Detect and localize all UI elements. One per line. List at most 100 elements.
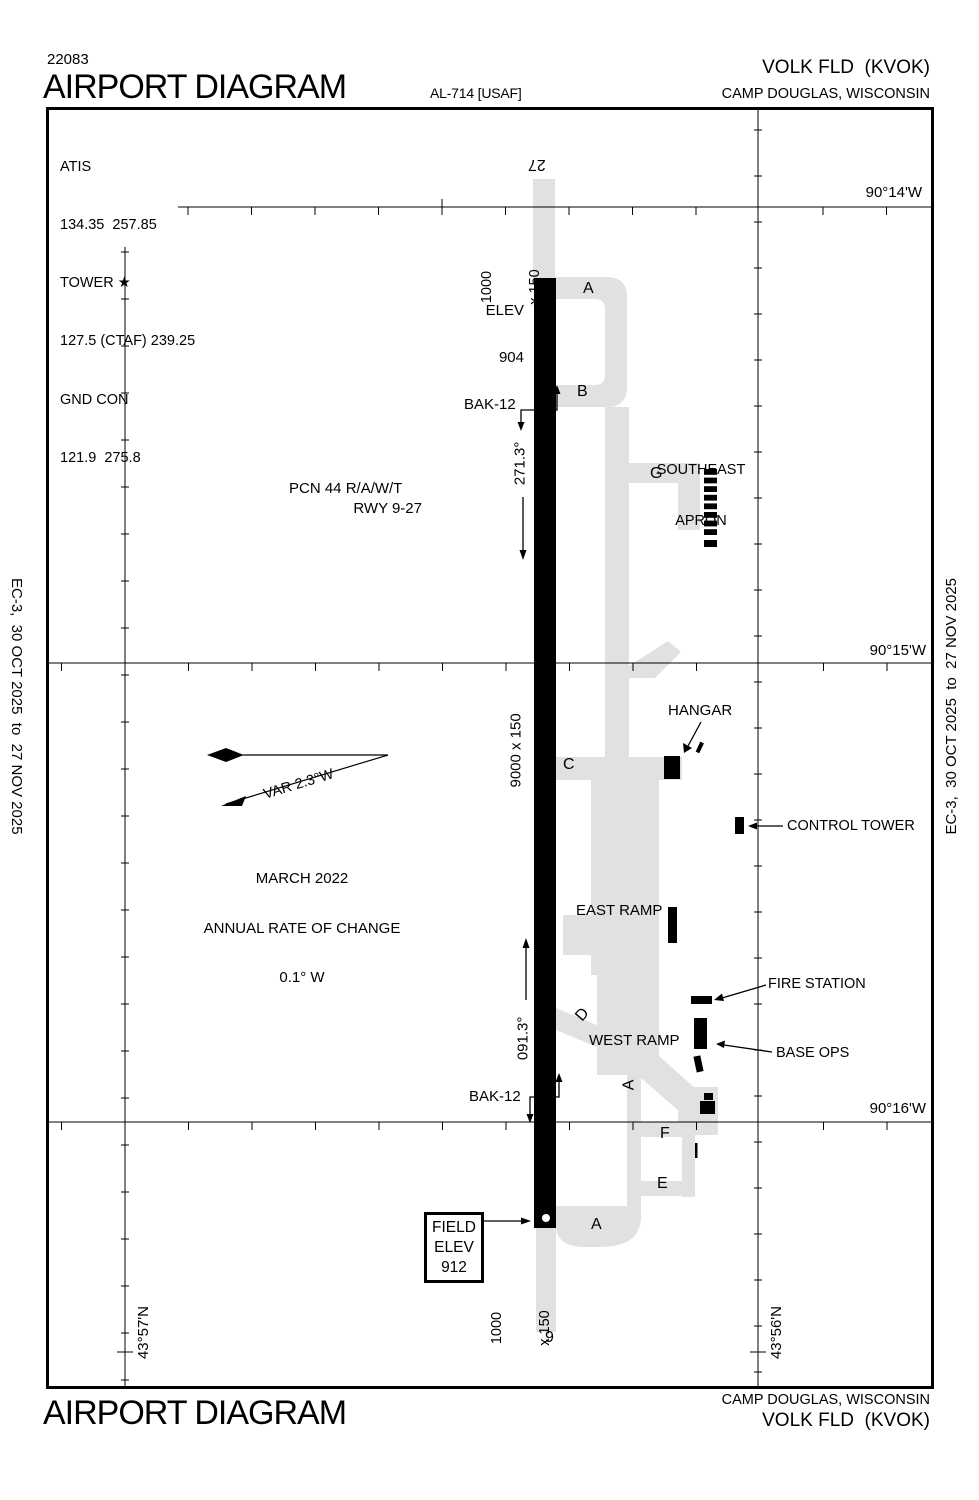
edition-note-right: EC-3, 30 OCT 2025 to 27 NOV 2025	[943, 578, 960, 835]
diagonal-stub	[629, 641, 681, 678]
east-ramp-pavement	[591, 779, 659, 975]
taxiway-a-mid-label: A	[620, 1079, 638, 1091]
taxiway-pavement	[533, 179, 718, 1332]
runway-9-number: 9	[545, 1329, 554, 1346]
footer-airport: VOLK FLD (KVOK)	[762, 1410, 930, 1431]
taxiway-g-stub	[629, 463, 700, 530]
taxiway-band-east	[682, 1122, 695, 1197]
overrun-south-wid: x 150	[537, 1310, 553, 1346]
taxiway-e-label: E	[657, 1175, 668, 1192]
control-tower-building	[735, 817, 744, 834]
elev-value: 904	[498, 348, 524, 366]
buildings	[664, 469, 744, 1158]
bak12-south-label: BAK-12	[469, 1088, 521, 1105]
airport-name-top: VOLK FLD (KVOK)	[762, 57, 930, 78]
parallel-taxiway	[605, 407, 629, 762]
southeast-apron-label: SOUTHEAST APRON	[655, 428, 747, 564]
edition-note-left: EC-3, 30 OCT 2025 to 27 NOV 2025	[7, 578, 25, 835]
runway-27-number: 27	[528, 155, 546, 173]
runway-heading-271: 271.3°	[511, 441, 529, 486]
control-tower-label: CONTROL TOWER	[787, 818, 915, 834]
comm-line-gnd-freq: 121.9 275.8	[60, 449, 141, 466]
variation-note: MARCH 2022 ANNUAL RATE OF CHANGE 0.1° W	[197, 838, 407, 1020]
small-building	[693, 1055, 704, 1073]
comm-line-tower: TOWER ★	[60, 275, 131, 292]
bak12-north-bracket	[517, 385, 561, 431]
hangar-arrow	[683, 721, 702, 753]
doc-number: 22083	[47, 51, 89, 68]
taxiway-e-connector	[627, 1181, 695, 1196]
east-ramp-label: EAST RAMP	[576, 902, 663, 919]
lat-label-43-56: 43°56'N	[768, 1306, 785, 1360]
lon-label-90-15: 90°15'W	[869, 642, 926, 659]
overrun-north	[533, 179, 555, 278]
heading-271-arrow	[519, 497, 527, 560]
annotations	[207, 385, 783, 1225]
taxiway-f-connector	[627, 1122, 695, 1137]
variation-arrow	[207, 748, 389, 806]
southeast-apron-line2: APRON	[675, 513, 727, 529]
runway-27-elev: ELEV 904	[472, 272, 524, 396]
fire-station-label: FIRE STATION	[768, 976, 866, 992]
pcn-note: PCN 44 R/A/W/T	[289, 480, 403, 497]
east-ramp-building	[668, 907, 677, 943]
page-title: AIRPORT DIAGRAM	[43, 68, 347, 106]
southeast-apron-line1: SOUTHEAST	[656, 462, 746, 478]
map-border	[46, 107, 934, 1389]
se-apron-parking-row	[704, 469, 717, 547]
overrun-north-wid: x 150	[527, 269, 543, 305]
field-elev-box: FIELD ELEV 912	[424, 1212, 484, 1283]
base-ops-label: BASE OPS	[776, 1045, 850, 1061]
footer-city: CAMP DOUGLAS, WISCONSIN	[721, 1392, 930, 1408]
control-tower-arrow	[748, 822, 783, 830]
overrun-south-len: 1000	[489, 1311, 505, 1345]
base-ops-building	[694, 1018, 707, 1049]
runway-dimensions: 9000 x 150	[507, 713, 525, 788]
field-elev-line2: ELEV	[434, 1239, 474, 1256]
lon-label-90-14: 90°14'W	[865, 184, 922, 201]
field-elev-value: 912	[441, 1259, 467, 1276]
runway-9-threshold-marker	[542, 1214, 550, 1222]
taxiway-a-b-loop	[555, 277, 627, 407]
field-elev-arrow	[481, 1217, 531, 1225]
taxiway-a-south-loop	[556, 1206, 641, 1247]
runway-9-27	[534, 278, 556, 1228]
taxiway-a-south-label: A	[591, 1216, 602, 1233]
taxiway-b-label: B	[577, 383, 588, 400]
variation-rate-line1: ANNUAL RATE OF CHANGE	[203, 919, 401, 937]
comm-line-tower-freq: 127.5 (CTAF) 239.25	[60, 333, 196, 350]
west-ramp-label: WEST RAMP	[589, 1032, 680, 1049]
fire-station-building	[691, 996, 712, 1004]
bak12-north-label: BAK-12	[464, 396, 516, 413]
bak12-south-bracket	[526, 1073, 563, 1123]
comm-line-gnd: GND CON	[60, 391, 129, 408]
overrun-south	[536, 1228, 556, 1332]
taxiway-g-label: G	[650, 465, 663, 482]
thin-mark	[695, 1143, 698, 1158]
comm-line-atis-freq: 134.35 257.85	[60, 217, 157, 234]
hangar-label: HANGAR	[668, 702, 733, 719]
small-structure	[695, 741, 704, 754]
taxiway-c-label: C	[563, 756, 575, 773]
variation-date: MARCH 2022	[255, 870, 349, 887]
taxiway-d-connector	[556, 1008, 599, 1048]
taxiway-a-north-label: A	[583, 280, 594, 297]
south-pad-building-b	[700, 1101, 715, 1114]
fire-station-arrow	[714, 984, 767, 1001]
runway-heading-091: 091.3°	[514, 1016, 532, 1061]
taxiway-c-connector	[555, 757, 682, 780]
lon-label-90-16: 90°16'W	[869, 1100, 926, 1117]
heading-091-arrow	[522, 938, 530, 1000]
taxiway-f-label: F	[660, 1125, 670, 1142]
footer-title: AIRPORT DIAGRAM	[43, 1394, 347, 1432]
city-state-top: CAMP DOUGLAS, WISCONSIN	[721, 86, 930, 102]
base-ops-arrow	[716, 1040, 773, 1053]
al-number: AL-714 [USAF]	[430, 85, 522, 101]
lat-label-43-57: 43°57'N	[135, 1306, 152, 1360]
comm-line-atis: ATIS	[60, 158, 92, 175]
elev-word: ELEV	[485, 302, 524, 319]
hangar-building	[664, 756, 680, 779]
taxiway-band-west	[627, 1075, 641, 1210]
